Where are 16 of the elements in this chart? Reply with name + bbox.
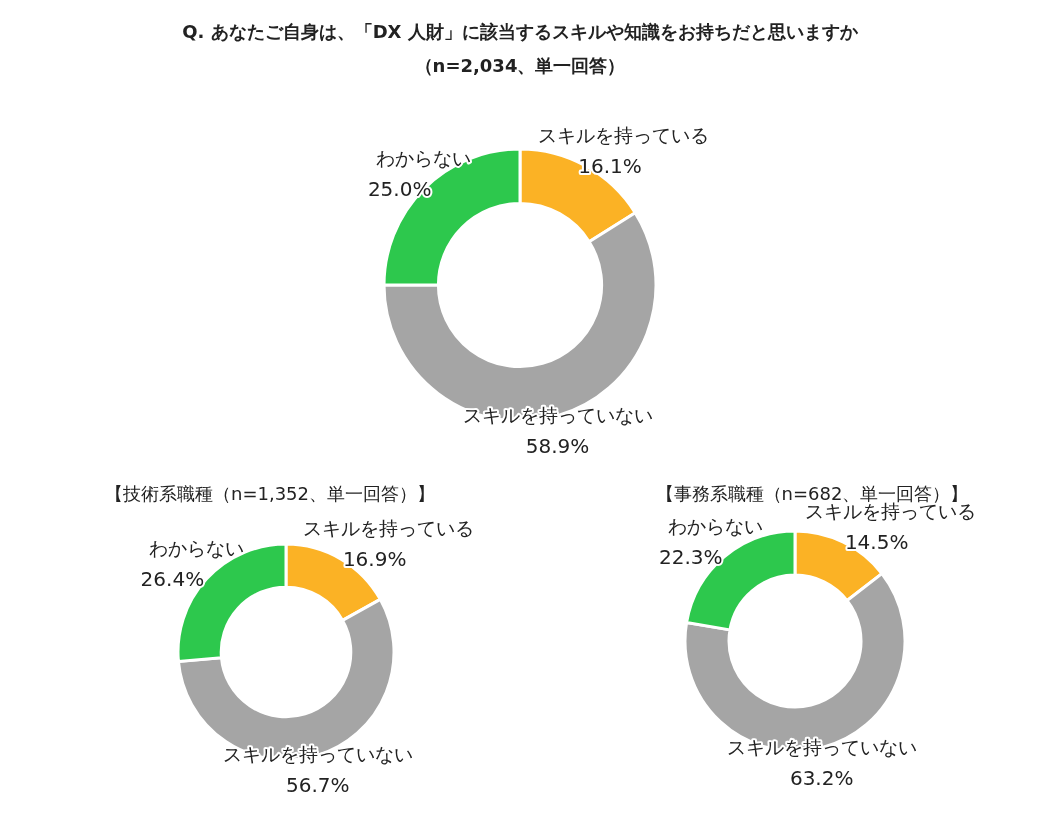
chart-title: Q. あなたご自身は、「DX 人財」に該当するスキルや知識をお持ちだと思いますか bbox=[182, 21, 859, 42]
data-label: 58.9% bbox=[525, 433, 590, 458]
data-label: 16.1% bbox=[578, 154, 642, 179]
data-label: 16.9% bbox=[342, 546, 407, 571]
slice-label: スキルを持っている bbox=[538, 124, 710, 147]
data-label: 22.3% bbox=[659, 544, 723, 569]
data-label: 14.5% bbox=[844, 530, 909, 555]
slice-label: わからない bbox=[149, 537, 245, 560]
chart-subtitle: （n=2,034、単一回答） bbox=[414, 55, 626, 76]
data-label: 56.7% bbox=[285, 773, 350, 798]
slice-label: スキルを持っている bbox=[302, 516, 474, 539]
chart-title: 【技術系職種（n=1,352、単一回答）】 bbox=[104, 483, 436, 504]
slice-label: わからない bbox=[667, 514, 763, 537]
slice-label: わからない bbox=[376, 146, 472, 169]
data-label: 26.4% bbox=[140, 567, 205, 592]
data-label: 63.2% bbox=[789, 765, 854, 790]
